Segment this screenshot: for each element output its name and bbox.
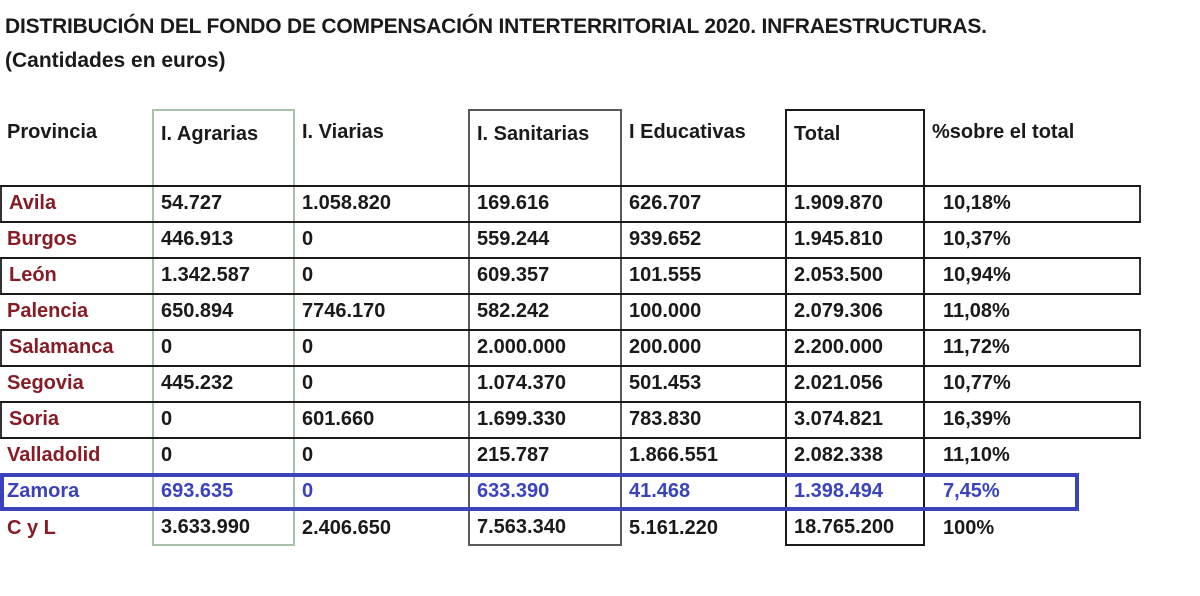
agrarias-cell: 0	[152, 438, 295, 473]
sanitarias-cell: 169.616	[468, 186, 622, 221]
agrarias-cell: 1.342.587	[152, 258, 295, 293]
total-cell: 2.021.056	[785, 366, 925, 401]
header-total: Total	[785, 108, 925, 185]
pct-cell: 11,08%	[943, 300, 1010, 322]
viarias-cell: 0	[302, 480, 314, 502]
distribution-table: Provincia I. Agrarias I. Viarias I. Sani…	[0, 108, 1141, 546]
header-sanitarias: I. Sanitarias	[468, 108, 622, 185]
pct-cell: 10,37%	[943, 228, 1011, 250]
table-row: León 1.342.587 0 609.357 101.555 2.053.5…	[0, 256, 1141, 293]
pct-cell: 10,18%	[925, 186, 1141, 221]
total-cell: 3.074.821	[785, 402, 925, 437]
table-row: Palencia 650.894 7746.170 582.242 100.00…	[0, 292, 1141, 329]
table-row: Salamanca 0 0 2.000.000 200.000 2.200.00…	[0, 328, 1141, 365]
sanitarias-cell: 2.000.000	[468, 330, 622, 365]
table-row: Zamora 693.635 0 633.390 41.468 1.398.49…	[0, 472, 1141, 511]
agrarias-cell: 693.635	[152, 472, 295, 511]
table-row: Segovia 445.232 0 1.074.370 501.453 2.02…	[0, 364, 1141, 401]
total-cell: 1.945.810	[785, 222, 925, 257]
pct-cell: 10,94%	[925, 258, 1141, 293]
provincia-cell: Salamanca	[0, 330, 152, 365]
header-provincia: Provincia	[7, 120, 98, 143]
header-viarias: I. Viarias	[302, 120, 384, 143]
pct-cell: 16,39%	[925, 402, 1141, 437]
viarias-cell: 601.660	[302, 408, 375, 430]
table-row: Avila 54.727 1.058.820 169.616 626.707 1…	[0, 184, 1141, 221]
pct-cell: 11,72%	[925, 330, 1141, 365]
sanitarias-cell: 7.563.340	[468, 510, 622, 546]
header-agrarias: I. Agrarias	[152, 108, 295, 185]
total-cell: 2.053.500	[785, 258, 925, 293]
provincia-cell: León	[0, 258, 152, 293]
educativas-cell: 101.555	[629, 264, 702, 286]
provincia-cell: Zamora	[7, 480, 80, 502]
provincia-cell: Soria	[0, 402, 152, 437]
viarias-cell: 0	[302, 372, 314, 394]
educativas-cell: 200.000	[629, 336, 702, 358]
sanitarias-cell: 582.242	[468, 294, 622, 329]
educativas-cell: 783.830	[629, 408, 702, 430]
table-row: C y L 3.633.990 2.406.650 7.563.340 5.16…	[0, 510, 1141, 546]
table-body: Avila 54.727 1.058.820 169.616 626.707 1…	[0, 184, 1141, 546]
table-row: Burgos 446.913 0 559.244 939.652 1.945.8…	[0, 220, 1141, 257]
header-pct: %sobre el total	[932, 120, 1075, 143]
provincia-cell: Burgos	[7, 228, 77, 250]
agrarias-cell: 446.913	[152, 222, 295, 257]
educativas-cell: 626.707	[629, 192, 702, 214]
pct-cell: 10,77%	[943, 372, 1011, 394]
pct-cell: 11,10%	[943, 444, 1010, 466]
provincia-cell: Avila	[0, 186, 152, 221]
educativas-cell: 5.161.220	[629, 516, 718, 539]
table-row: Soria 0 601.660 1.699.330 783.830 3.074.…	[0, 400, 1141, 437]
table-header-row: Provincia I. Agrarias I. Viarias I. Sani…	[0, 108, 1141, 185]
agrarias-cell: 0	[152, 330, 295, 365]
educativas-cell: 501.453	[629, 372, 702, 394]
sanitarias-cell: 633.390	[468, 472, 622, 511]
educativas-cell: 41.468	[629, 480, 691, 502]
table-row: Valladolid 0 0 215.787 1.866.551 2.082.3…	[0, 436, 1141, 473]
viarias-cell: 7746.170	[302, 300, 386, 322]
provincia-cell: Segovia	[7, 372, 84, 394]
total-cell: 2.082.338	[785, 438, 925, 473]
educativas-cell: 1.866.551	[629, 444, 718, 466]
viarias-cell: 0	[302, 336, 314, 358]
total-cell: 1.909.870	[785, 186, 925, 221]
page-subtitle: (Cantidades en euros)	[5, 49, 226, 73]
pct-cell: 100%	[943, 516, 995, 539]
page: DISTRIBUCIÓN DEL FONDO DE COMPENSACIÓN I…	[0, 14, 1200, 546]
viarias-cell: 0	[302, 264, 314, 286]
provincia-cell: C y L	[7, 516, 56, 539]
agrarias-cell: 0	[152, 402, 295, 437]
agrarias-cell: 3.633.990	[152, 510, 295, 546]
sanitarias-cell: 609.357	[468, 258, 622, 293]
page-title: DISTRIBUCIÓN DEL FONDO DE COMPENSACIÓN I…	[5, 15, 987, 38]
pct-cell: 7,45%	[943, 480, 1000, 502]
viarias-cell: 0	[302, 444, 314, 466]
provincia-cell: Palencia	[7, 300, 89, 322]
viarias-cell: 0	[302, 228, 314, 250]
viarias-cell: 2.406.650	[302, 516, 391, 539]
agrarias-cell: 445.232	[152, 366, 295, 401]
total-cell: 2.200.000	[785, 330, 925, 365]
sanitarias-cell: 215.787	[468, 438, 622, 473]
provincia-cell: Valladolid	[7, 444, 101, 466]
total-cell: 1.398.494	[785, 472, 925, 511]
agrarias-cell: 650.894	[152, 294, 295, 329]
sanitarias-cell: 1.074.370	[468, 366, 622, 401]
educativas-cell: 100.000	[629, 300, 702, 322]
total-cell: 18.765.200	[785, 510, 925, 546]
sanitarias-cell: 559.244	[468, 222, 622, 257]
total-cell: 2.079.306	[785, 294, 925, 329]
agrarias-cell: 54.727	[152, 186, 295, 221]
viarias-cell: 1.058.820	[302, 192, 391, 214]
educativas-cell: 939.652	[629, 228, 702, 250]
header-educativas: I Educativas	[629, 120, 746, 143]
sanitarias-cell: 1.699.330	[468, 402, 622, 437]
